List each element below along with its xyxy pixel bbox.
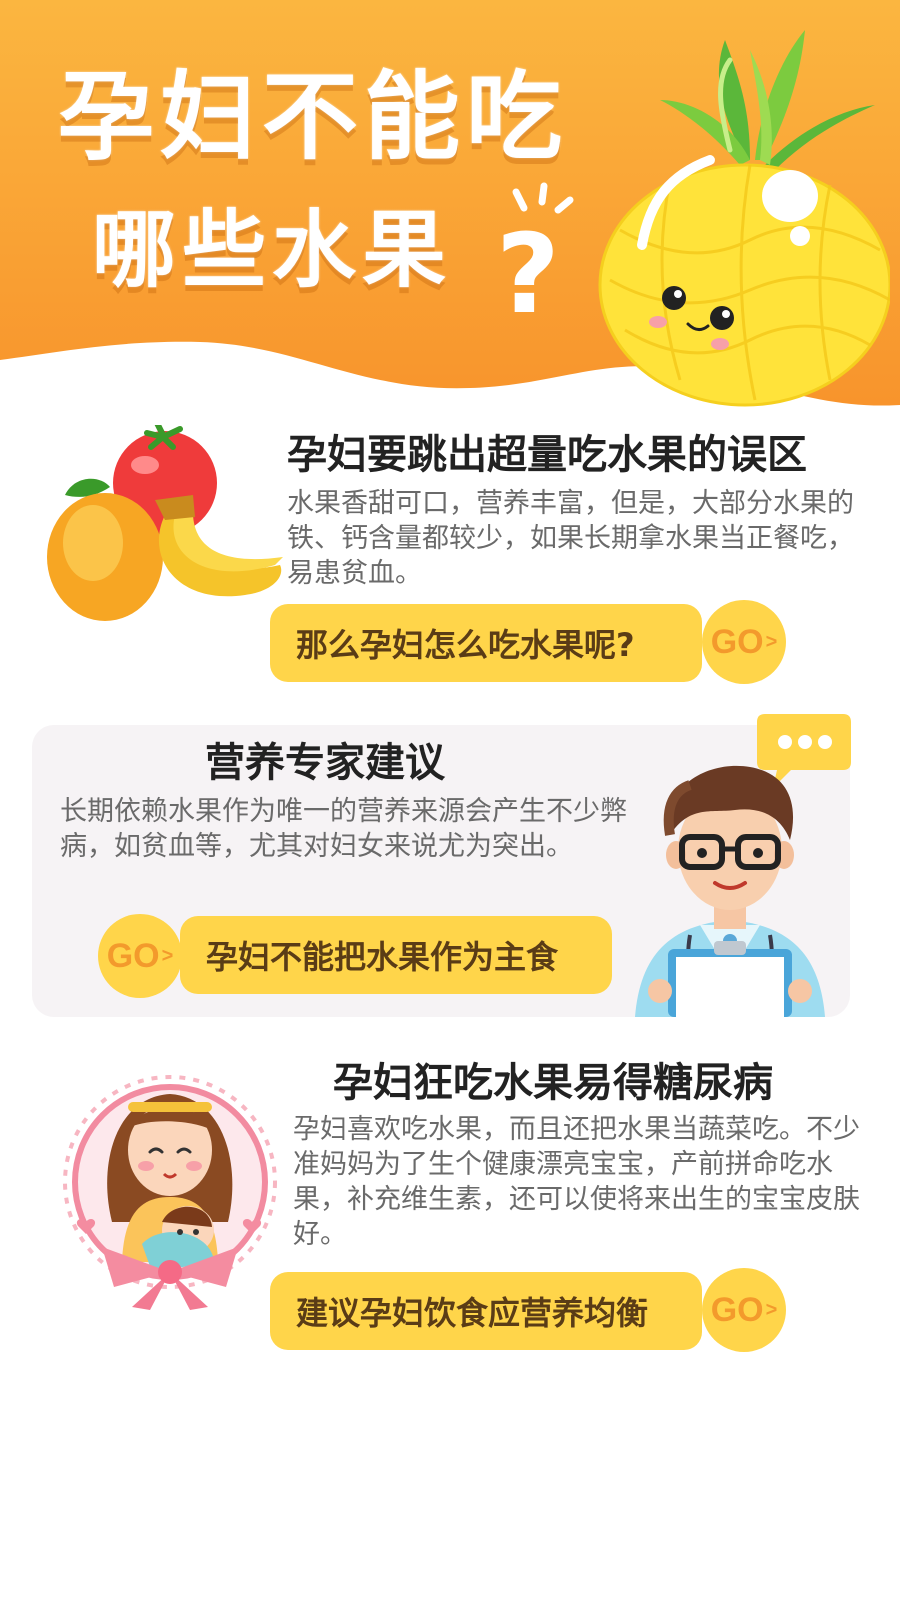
pineapple-icon	[598, 30, 890, 407]
section3-body: 孕妇喜欢吃水果，而且还把水果当蔬菜吃。不少准妈妈为了生个健康漂亮宝宝，产前拼命吃…	[293, 1114, 860, 1250]
section2-title: 营养专家建议	[205, 740, 445, 786]
section1-go-button[interactable]: GO >	[702, 600, 786, 684]
balanced-diet-button[interactable]: 建议孕妇饮食应营养均衡	[270, 1272, 702, 1350]
section3-title: 孕妇狂吃水果易得糖尿病	[333, 1060, 773, 1106]
doctor-icon	[635, 765, 825, 1017]
speech-bubble-icon	[757, 714, 851, 788]
question-mark-glyph: ?	[496, 210, 560, 330]
section2-body: 长期依赖水果作为唯一的营养来源会产生不少弊病，如贫血等，尤其对妇女来说尤为突出。	[60, 796, 627, 862]
section3-go-button[interactable]: GO >	[702, 1268, 786, 1352]
header-banner: 孕妇不能吃 哪些水果 ?	[0, 0, 900, 420]
header-title-line1: 孕妇不能吃	[58, 61, 568, 173]
section1-title: 孕妇要跳出超量吃水果的误区	[287, 432, 807, 478]
how-to-eat-fruit-button[interactable]: 那么孕妇怎么吃水果呢?	[270, 604, 702, 682]
mother-baby-icon	[63, 1075, 277, 1310]
chevron-right-icon: >	[765, 630, 778, 653]
chevron-right-icon: >	[765, 1298, 778, 1321]
fruit-group-icon	[47, 425, 283, 621]
header-title-line2: 哪些水果	[92, 201, 453, 299]
question-mark-icon: ?	[496, 182, 574, 330]
section1-body: 水果香甜可口，营养丰富，但是，大部分水果的铁、钙含量都较少，如果长期拿水果当正餐…	[287, 488, 854, 589]
chevron-right-icon: >	[161, 944, 174, 967]
section1-go-label: GO	[710, 622, 764, 661]
no-fruit-as-staple-button[interactable]: 孕妇不能把水果作为主食	[180, 916, 612, 994]
section2-go-button[interactable]: GO >	[98, 914, 182, 998]
section3-go-label: GO	[710, 1290, 764, 1329]
section2-go-label: GO	[106, 936, 160, 975]
